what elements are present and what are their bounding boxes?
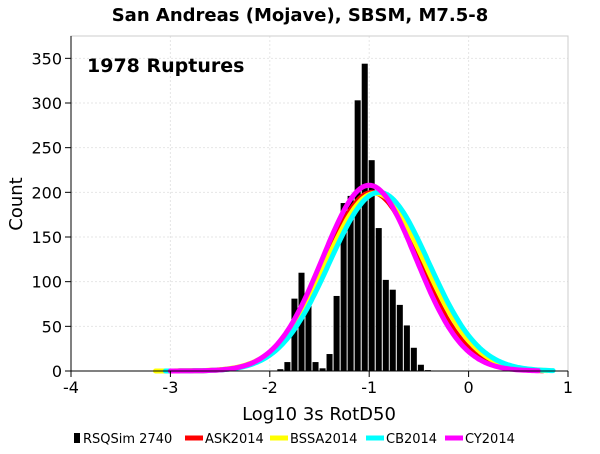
histogram-bar xyxy=(305,305,312,371)
x-axis-ticks: -4 -3 -2 -1 0 1 xyxy=(63,371,573,397)
histogram-bar xyxy=(277,369,284,371)
histogram-bar xyxy=(403,325,410,371)
y-tick-label: 0 xyxy=(52,362,62,381)
histogram-bar xyxy=(361,63,368,372)
legend-swatch xyxy=(74,433,80,443)
legend-label: ASK2014 xyxy=(205,432,264,447)
histogram-bar xyxy=(389,289,396,371)
histogram-bar xyxy=(375,228,382,371)
x-axis-label: Log10 3s RotD50 xyxy=(242,404,396,425)
legend: RSQSim 2740 ASK2014 BSSA2014 CB2014 CY2014 xyxy=(74,432,515,447)
x-tick-label: -1 xyxy=(361,378,377,397)
y-tick-label: 250 xyxy=(31,139,62,158)
histogram-bar xyxy=(312,362,319,371)
legend-label: CY2014 xyxy=(465,432,515,447)
y-axis-label: Count xyxy=(6,177,27,230)
x-tick-label: 1 xyxy=(563,378,573,397)
x-tick-label: -2 xyxy=(262,378,278,397)
gmpe-curves xyxy=(153,182,556,374)
histogram-bar xyxy=(382,279,389,371)
y-tick-label: 300 xyxy=(31,94,62,113)
chart-title: San Andreas (Mojave), SBSM, M7.5-8 xyxy=(112,5,489,26)
legend-label: RSQSim 2740 xyxy=(83,432,172,447)
histogram-bar xyxy=(326,354,333,371)
histogram-bar xyxy=(333,295,340,371)
histogram-bar xyxy=(347,195,354,371)
histogram-bar xyxy=(354,100,361,371)
histogram-bar xyxy=(340,203,347,371)
histogram-bar xyxy=(368,160,375,371)
histogram-bar xyxy=(284,362,291,371)
y-tick-label: 100 xyxy=(31,273,62,292)
histogram-bar xyxy=(417,364,424,371)
histogram-bar xyxy=(291,298,298,371)
series-line-cy2014 xyxy=(167,182,541,374)
y-tick-label: 150 xyxy=(31,228,62,247)
histogram-bar xyxy=(396,304,403,371)
y-axis-ticks: 0 50 100 150 200 250 300 350 xyxy=(31,49,71,381)
y-tick-label: 200 xyxy=(31,183,62,202)
x-tick-label: -4 xyxy=(63,378,79,397)
y-tick-label: 350 xyxy=(31,49,62,68)
plot-area xyxy=(71,36,568,371)
histogram-bar xyxy=(319,368,326,371)
legend-label: CB2014 xyxy=(386,432,437,447)
x-tick-label: 0 xyxy=(464,378,474,397)
x-tick-label: -3 xyxy=(162,378,178,397)
plot-annotation: 1978 Ruptures xyxy=(87,55,244,77)
legend-label: BSSA2014 xyxy=(290,432,357,447)
y-tick-label: 50 xyxy=(42,317,62,336)
histogram-bar xyxy=(410,347,417,371)
